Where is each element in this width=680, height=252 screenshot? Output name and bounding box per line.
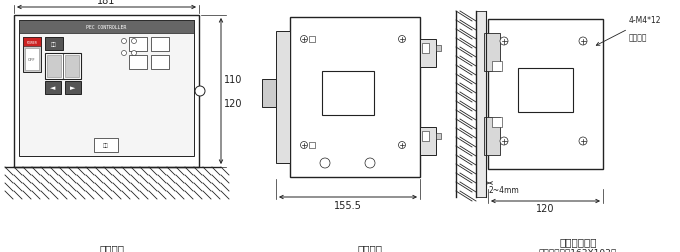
Bar: [94, 138, 118, 152]
Text: （开孔尺寸：163X103）: （开孔尺寸：163X103）: [539, 247, 617, 252]
Bar: [420, 128, 436, 155]
Bar: [20, 159, 28, 167]
Bar: [19, 21, 194, 156]
Bar: [436, 134, 441, 139]
Text: 120: 120: [224, 99, 243, 109]
Bar: [290, 18, 420, 177]
Text: 2~4mm: 2~4mm: [488, 185, 519, 194]
Circle shape: [131, 39, 137, 44]
Circle shape: [301, 36, 307, 43]
Text: 4-M4*12: 4-M4*12: [629, 16, 662, 25]
Bar: [484, 117, 500, 155]
Bar: [129, 56, 147, 70]
Bar: [151, 56, 169, 70]
Bar: [65, 82, 81, 94]
Circle shape: [301, 142, 307, 149]
Circle shape: [579, 137, 587, 145]
Text: 155.5: 155.5: [334, 200, 362, 210]
Circle shape: [398, 36, 405, 43]
Bar: [163, 159, 171, 167]
Circle shape: [195, 87, 205, 97]
Text: ◄: ◄: [50, 85, 56, 91]
Text: 屏式开孔安装: 屏式开孔安装: [559, 236, 597, 246]
Bar: [322, 72, 374, 115]
Circle shape: [500, 137, 508, 145]
Bar: [309, 142, 315, 148]
Bar: [518, 69, 573, 113]
Bar: [476, 12, 486, 197]
Bar: [309, 37, 315, 43]
Bar: [47, 56, 61, 78]
Circle shape: [365, 158, 375, 168]
Bar: [188, 159, 196, 167]
Bar: [436, 46, 441, 52]
Text: 120: 120: [537, 203, 555, 213]
Text: ►: ►: [70, 85, 75, 91]
Bar: [129, 38, 147, 52]
Bar: [492, 117, 502, 128]
Bar: [14, 16, 199, 167]
Bar: [488, 20, 603, 169]
Circle shape: [398, 142, 405, 149]
Text: 水平安装: 水平安装: [99, 243, 124, 252]
Circle shape: [131, 51, 137, 56]
Text: 确认: 确认: [103, 143, 109, 148]
Text: 设置: 设置: [51, 42, 57, 47]
Bar: [23, 38, 41, 73]
Bar: [262, 80, 276, 108]
Text: POWER: POWER: [27, 40, 37, 44]
Bar: [276, 32, 290, 163]
Bar: [484, 34, 500, 72]
Bar: [422, 132, 429, 141]
Bar: [492, 62, 502, 72]
Bar: [45, 159, 53, 167]
Bar: [19, 21, 194, 34]
Bar: [25, 49, 39, 71]
Text: 立面安装: 立面安装: [358, 243, 383, 252]
Circle shape: [122, 39, 126, 44]
Text: 安装螺钉: 安装螺钉: [629, 33, 647, 42]
Text: PEC CONTROLLER: PEC CONTROLLER: [86, 25, 126, 30]
Text: 110: 110: [224, 75, 242, 84]
Bar: [422, 44, 429, 54]
Bar: [45, 54, 81, 80]
Bar: [65, 56, 79, 78]
Bar: [45, 38, 63, 51]
Text: 181: 181: [97, 0, 116, 6]
Bar: [23, 38, 41, 47]
Circle shape: [122, 51, 126, 56]
Bar: [420, 40, 436, 68]
Circle shape: [500, 38, 508, 46]
Text: OFF: OFF: [28, 58, 36, 62]
Circle shape: [579, 38, 587, 46]
Bar: [45, 82, 61, 94]
Bar: [151, 38, 169, 52]
Circle shape: [320, 158, 330, 168]
